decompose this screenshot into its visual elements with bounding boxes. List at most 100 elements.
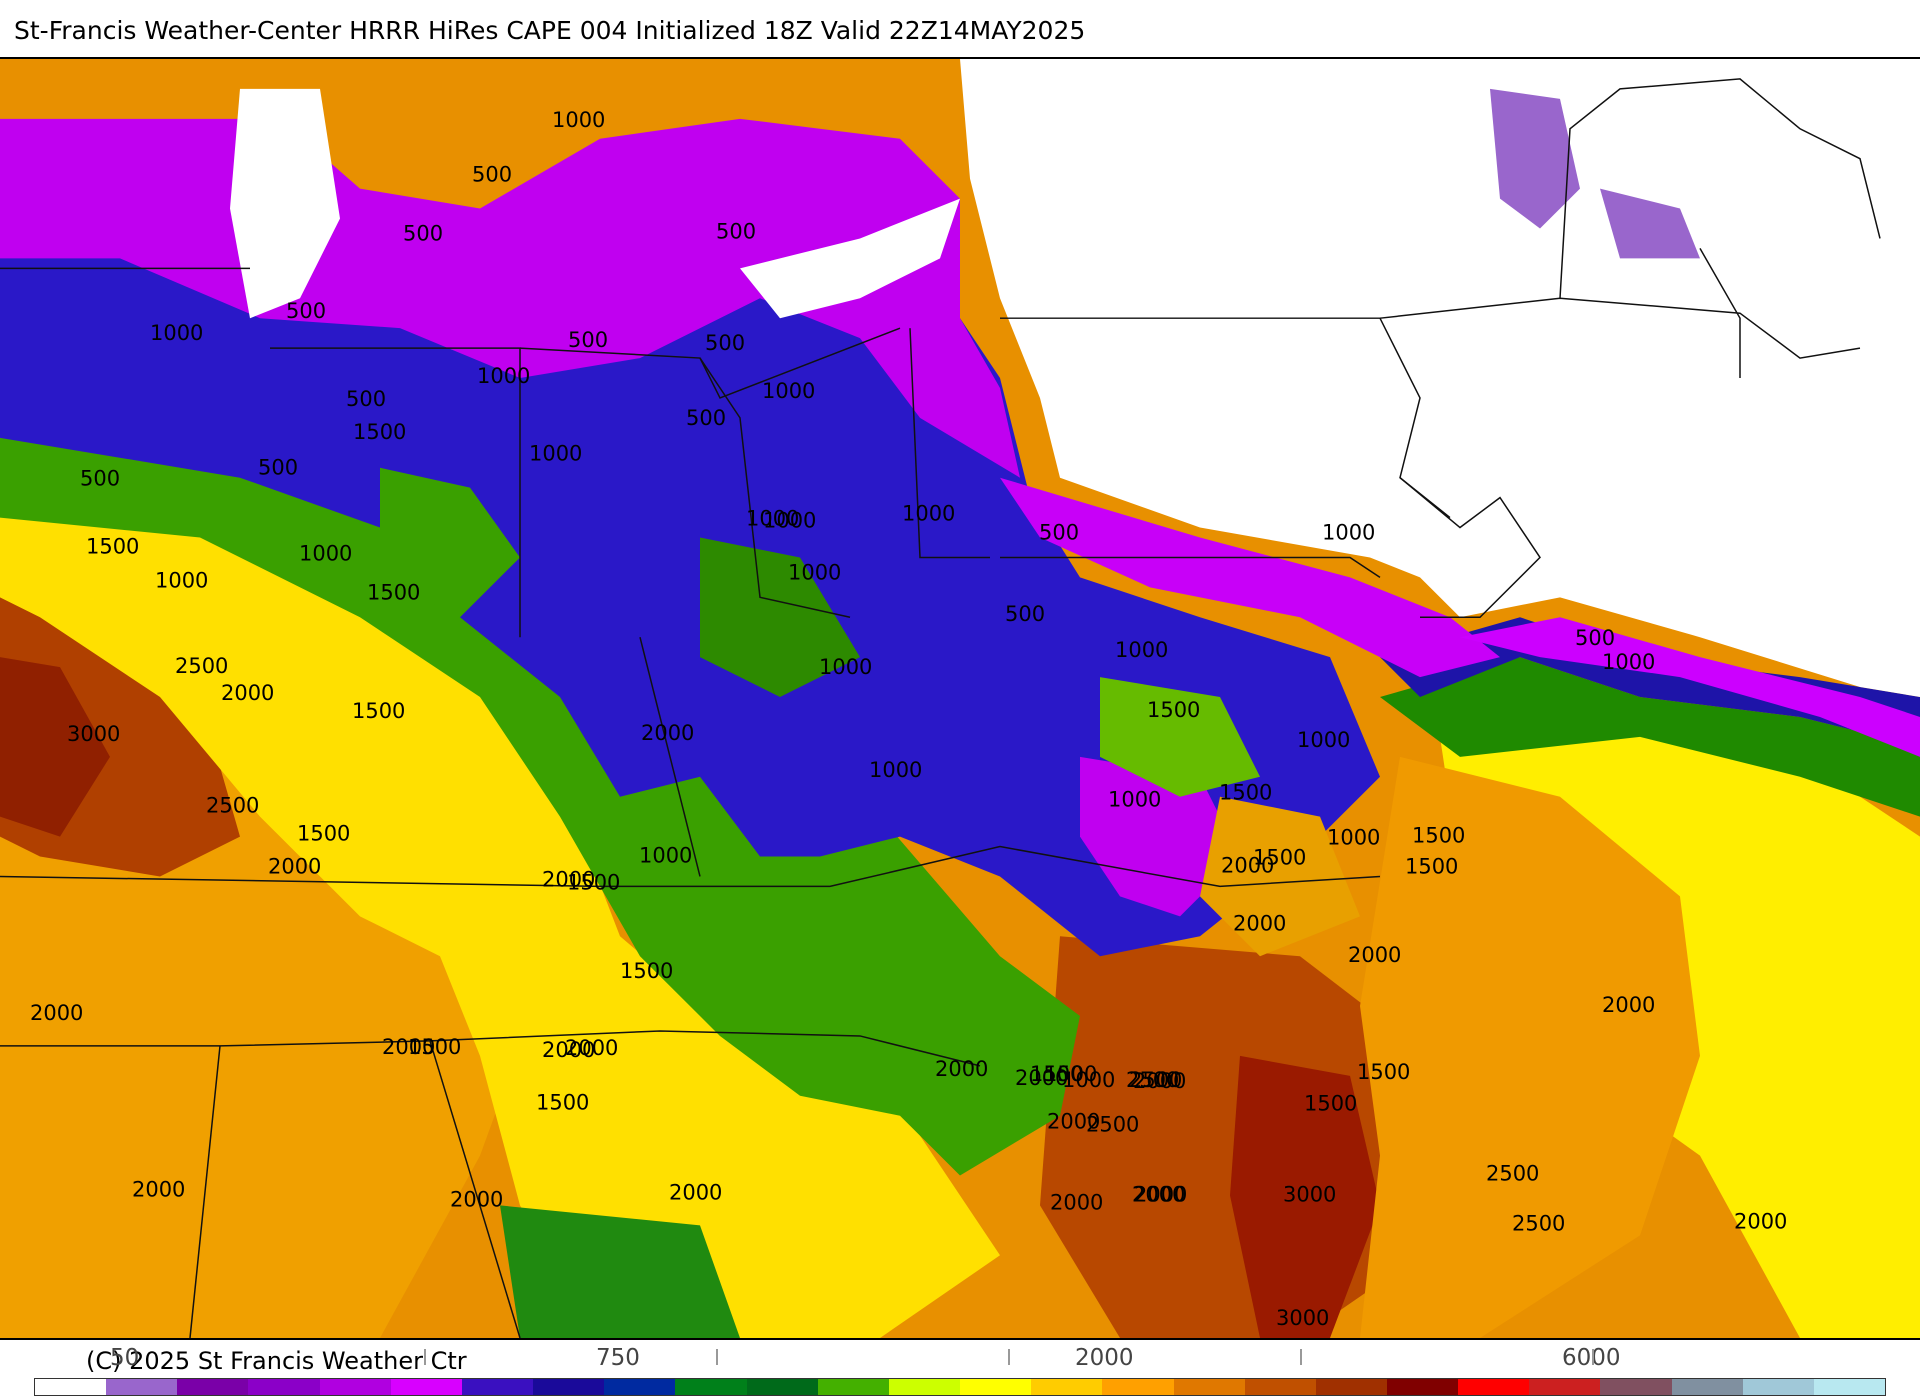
ne-purple-patch: [1490, 88, 1580, 229]
copyright: (C) 2025 St Francis Weather Ctr: [86, 1347, 467, 1375]
contour-label: 2000: [542, 867, 595, 891]
contour-label: 1500: [536, 1091, 589, 1115]
colorbar: [34, 1378, 1886, 1396]
colorbar-swatch: [1600, 1379, 1672, 1395]
yellow-belt-west: [0, 497, 1000, 1338]
colorbar-swatch: [533, 1379, 605, 1395]
contour-label: 500: [568, 328, 608, 352]
contour-label: 2000: [382, 1035, 435, 1059]
contour-label: 3000: [1283, 1182, 1336, 1206]
contour-label: 1500: [1044, 1062, 1097, 1086]
contour-label: 2000: [1602, 993, 1655, 1017]
colorbar-swatch: [1671, 1379, 1743, 1395]
colorbar-swatch: [675, 1379, 747, 1395]
colorbar-swatch: [1458, 1379, 1530, 1395]
colorbar-swatch: [177, 1379, 249, 1395]
contour-label: 1000: [529, 442, 582, 466]
colorbar-swatch: [390, 1379, 462, 1395]
contour-label: 1000: [552, 108, 605, 132]
contour-label: 1000: [902, 502, 955, 526]
contour-label: 1500: [86, 534, 139, 558]
contour-label: 500: [705, 331, 745, 355]
contour-label: 1500: [1253, 846, 1306, 870]
contour-label: 1500: [1304, 1092, 1357, 1116]
contour-label: 1000: [299, 541, 352, 565]
contour-label: 2000: [1133, 1069, 1186, 1093]
contour-label: 500: [686, 406, 726, 430]
contour-label: 2000: [1734, 1209, 1787, 1233]
contour-label: 1500: [352, 699, 405, 723]
colorbar-swatch: [1742, 1379, 1814, 1395]
contour-label: 1500: [353, 420, 406, 444]
contour-label: 2500: [175, 654, 228, 678]
contour-label: 2000: [450, 1187, 503, 1211]
contour-label: 1500: [620, 959, 673, 983]
colorbar-swatch: [1173, 1379, 1245, 1395]
colorbar-swatch: [817, 1379, 889, 1395]
contour-label: 2000: [1015, 1066, 1068, 1090]
contour-label: 2500: [1512, 1211, 1565, 1235]
contour-label: 2500: [1129, 1068, 1182, 1092]
colorbar-tick: [716, 1349, 718, 1365]
colorbar-swatch: [1031, 1379, 1103, 1395]
colorbar-swatch: [604, 1379, 676, 1395]
contour-label: 1000: [1327, 826, 1380, 850]
contour-label: 2000: [1221, 853, 1274, 877]
colorbar-tick-label: 6000: [1562, 1345, 1621, 1371]
contour-label: 2000: [1050, 1190, 1103, 1214]
boundaries: [0, 78, 1881, 1338]
contour-label: 1000: [788, 560, 841, 584]
contour-label: 1500: [408, 1035, 461, 1059]
contour-label: 2000: [1132, 1182, 1185, 1206]
colorbar-swatch: [1315, 1379, 1387, 1395]
green-band: [0, 437, 1080, 1176]
contour-label: 1500: [1147, 698, 1200, 722]
contour-label: 500: [403, 221, 443, 245]
indigo-mass: [0, 178, 1380, 957]
contour-label: 2000: [221, 681, 274, 705]
contour-label: 1000: [819, 655, 872, 679]
green-atlantic: [1380, 657, 1920, 817]
contour-label: 500: [472, 163, 512, 187]
colorbar-swatch: [35, 1379, 107, 1395]
atlantic-orange: [1360, 756, 1700, 1338]
lake-erie: [740, 198, 960, 319]
contour-label: 1500: [1405, 854, 1458, 878]
contour-label: 1000: [639, 844, 692, 868]
contour-label: 1000: [155, 568, 208, 592]
contour-label: 1000: [763, 509, 816, 533]
contour-label: 500: [346, 387, 386, 411]
colorbar-swatch: [1529, 1379, 1601, 1395]
cape-map-svg: 1000 500 500 500 500 1000 500 500 1000 500 1500 500…: [0, 59, 1920, 1338]
colorbar-tick: [1300, 1349, 1302, 1365]
colorbar-swatch: [1813, 1379, 1886, 1395]
contour-label: 500: [1039, 521, 1079, 545]
colorbar-tick-label: 2000: [1075, 1345, 1134, 1371]
contour-label: 1000: [1602, 650, 1655, 674]
sw-dark: [0, 657, 110, 837]
contour-label: 1000: [1297, 728, 1350, 752]
contour-label: 2000: [641, 721, 694, 745]
contour-label: 2000: [565, 1036, 618, 1060]
colorbar-swatch: [888, 1379, 961, 1395]
contour-labels: 1000 500 500 500 500 1000 500 500 1000 500 1500 500…: [30, 108, 1787, 1330]
colorbar-tick-label: 750: [596, 1345, 640, 1371]
contour-label: 500: [1005, 602, 1045, 626]
contour-label: 2000: [669, 1180, 722, 1204]
contour-label: 500: [286, 299, 326, 323]
contour-label: 3000: [67, 722, 120, 746]
colorbar-swatch: [1102, 1379, 1174, 1395]
colorbar-swatch: [319, 1379, 391, 1395]
magenta-coast: [1000, 477, 1500, 678]
colorbar-tick: [1008, 1349, 1010, 1365]
green-pocket-3: [1100, 677, 1260, 797]
contour-label: 2000: [30, 1001, 83, 1025]
contour-label: 2500: [1486, 1162, 1539, 1186]
contour-label: 1000: [477, 364, 530, 388]
colorbar-swatch: [746, 1379, 818, 1395]
contour-label: 1000: [1115, 638, 1168, 662]
colorbar-tick: [1592, 1349, 1594, 1365]
colorbar-swatch: [106, 1379, 178, 1395]
contour-label: 2000: [268, 854, 321, 878]
contour-label: 2000: [935, 1057, 988, 1081]
